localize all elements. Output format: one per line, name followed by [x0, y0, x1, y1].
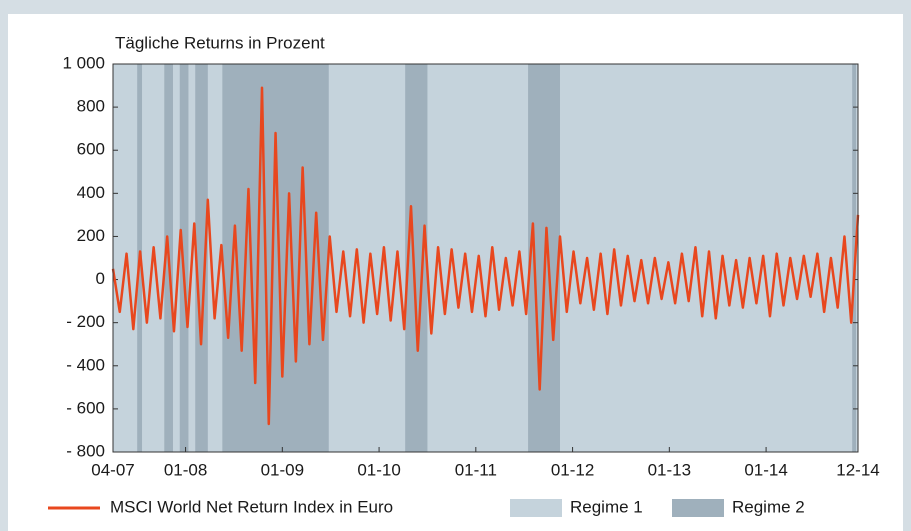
- y-tick-label: 200: [77, 226, 105, 245]
- x-tick-label: 01-14: [744, 460, 787, 479]
- y-tick-label: 400: [77, 183, 105, 202]
- legend-label: Regime 2: [732, 497, 805, 516]
- y-tick-label: 600: [77, 140, 105, 159]
- regime-2-band: [195, 64, 208, 452]
- y-tick-label: 800: [77, 97, 105, 116]
- legend-swatch: [510, 499, 562, 517]
- y-tick-label: - 600: [66, 398, 105, 417]
- legend-label: MSCI World Net Return Index in Euro: [110, 497, 393, 516]
- plot-border: [112, 63, 859, 453]
- x-tick-label: 12-14: [836, 460, 879, 479]
- x-tick-label: 01-10: [357, 460, 400, 479]
- x-tick-label: 01-11: [455, 460, 497, 479]
- regime-2-band: [405, 64, 428, 452]
- x-tick-label: 01-12: [551, 460, 594, 479]
- y-tick-label: 0: [96, 269, 105, 288]
- y-tick-label: - 800: [66, 441, 105, 460]
- x-tick-label: 01-08: [164, 460, 207, 479]
- x-tick-label: 01-13: [648, 460, 691, 479]
- x-tick-label: 04-07: [91, 460, 134, 479]
- x-tick-label: 01-09: [261, 460, 304, 479]
- y-tick-label: - 200: [66, 312, 105, 331]
- chart-title: Tägliche Returns in Prozent: [115, 33, 325, 52]
- series-line: [111, 86, 860, 426]
- legend-label: Regime 1: [570, 497, 643, 516]
- y-tick-label: 1 000: [62, 53, 105, 72]
- regime-2-band: [222, 64, 329, 452]
- legend-swatch: [672, 499, 724, 517]
- y-tick-label: - 400: [66, 355, 105, 374]
- regime-2-band: [179, 64, 189, 452]
